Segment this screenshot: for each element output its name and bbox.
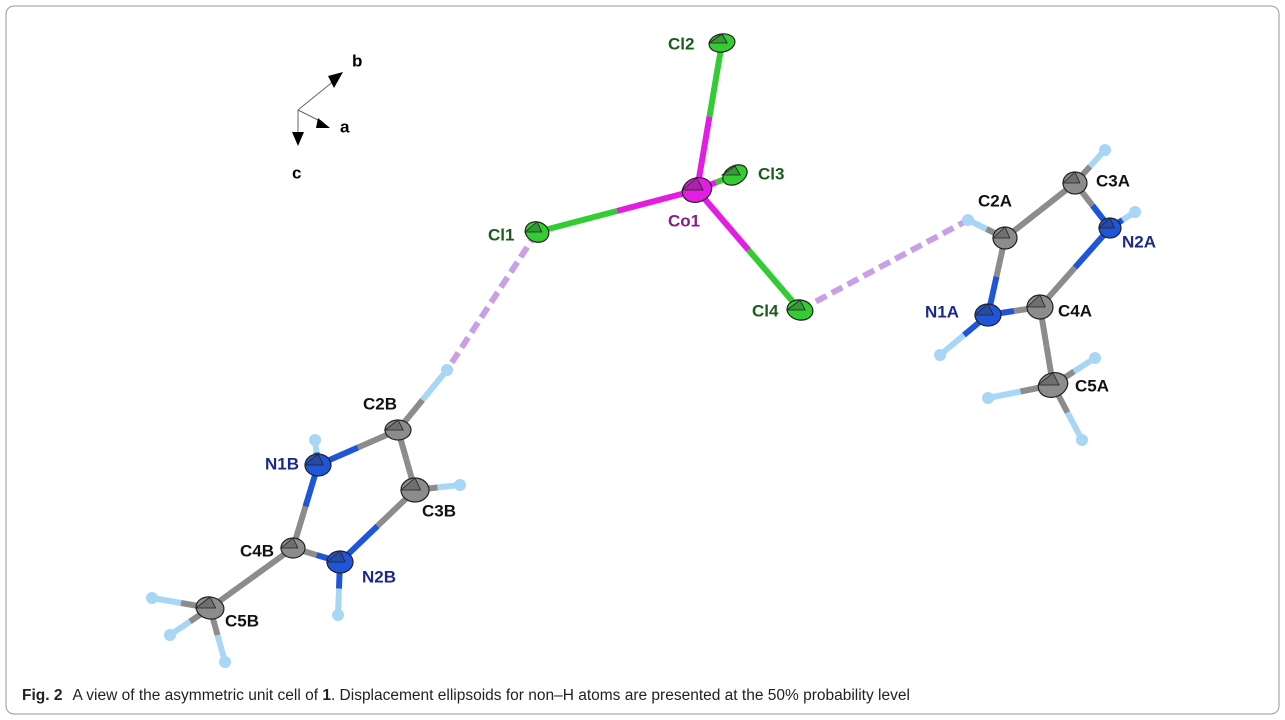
caption-text: A view of the asymmetric unit cell of bbox=[72, 687, 322, 704]
hydrogen-atom bbox=[1129, 206, 1141, 218]
axis-label: b bbox=[352, 51, 362, 70]
hydrogen-atom bbox=[332, 609, 344, 621]
hydrogen-atom bbox=[146, 592, 158, 604]
caption-text: . Displacement ellipsoids for non–H atom… bbox=[331, 687, 910, 704]
atom-label: N2A bbox=[1122, 232, 1156, 251]
hydrogen-atom bbox=[1089, 352, 1101, 364]
atom-label: Cl4 bbox=[752, 301, 779, 320]
hydrogen-atom bbox=[309, 434, 321, 446]
atom-label: C2A bbox=[978, 191, 1012, 210]
figure: b a c Co1 Cl1 Cl2 Cl3 Cl4 C2A C3A N2A C4A N1A C5A C… bbox=[0, 0, 1285, 720]
axis-label: a bbox=[340, 117, 350, 136]
atom-label: Co1 bbox=[668, 211, 700, 230]
caption: Fig. 2 A view of the asymmetric unit cell… bbox=[22, 687, 910, 704]
hydrogen-atom bbox=[1076, 434, 1088, 446]
atom-label: C2B bbox=[363, 394, 397, 413]
hydrogen-atom bbox=[164, 629, 176, 641]
atom-label: N1A bbox=[925, 302, 959, 321]
atom-label: Cl2 bbox=[668, 34, 694, 53]
hydrogen-atom bbox=[982, 392, 994, 404]
hydrogen-atom bbox=[219, 656, 231, 668]
atom-label: C4B bbox=[240, 541, 274, 560]
atom-label: C3A bbox=[1096, 171, 1130, 190]
hydrogen-atom bbox=[1099, 144, 1111, 156]
atom-label: N2B bbox=[362, 567, 396, 586]
atom-label: C3B bbox=[422, 501, 456, 520]
hydrogen-atom bbox=[934, 349, 946, 361]
hydrogen-atom bbox=[441, 364, 453, 376]
hydrogen-atom bbox=[962, 214, 974, 226]
atom-label: C5A bbox=[1075, 376, 1109, 395]
atom-label: Cl3 bbox=[758, 164, 784, 183]
caption-label: Fig. 2 bbox=[22, 687, 62, 704]
atom-label: C4A bbox=[1058, 301, 1092, 320]
atom-label: C5B bbox=[225, 611, 259, 630]
atom-label: N1B bbox=[265, 454, 299, 473]
hydrogen-atom bbox=[454, 479, 466, 491]
atom-label: Cl1 bbox=[488, 225, 514, 244]
axis-label: c bbox=[292, 163, 301, 182]
